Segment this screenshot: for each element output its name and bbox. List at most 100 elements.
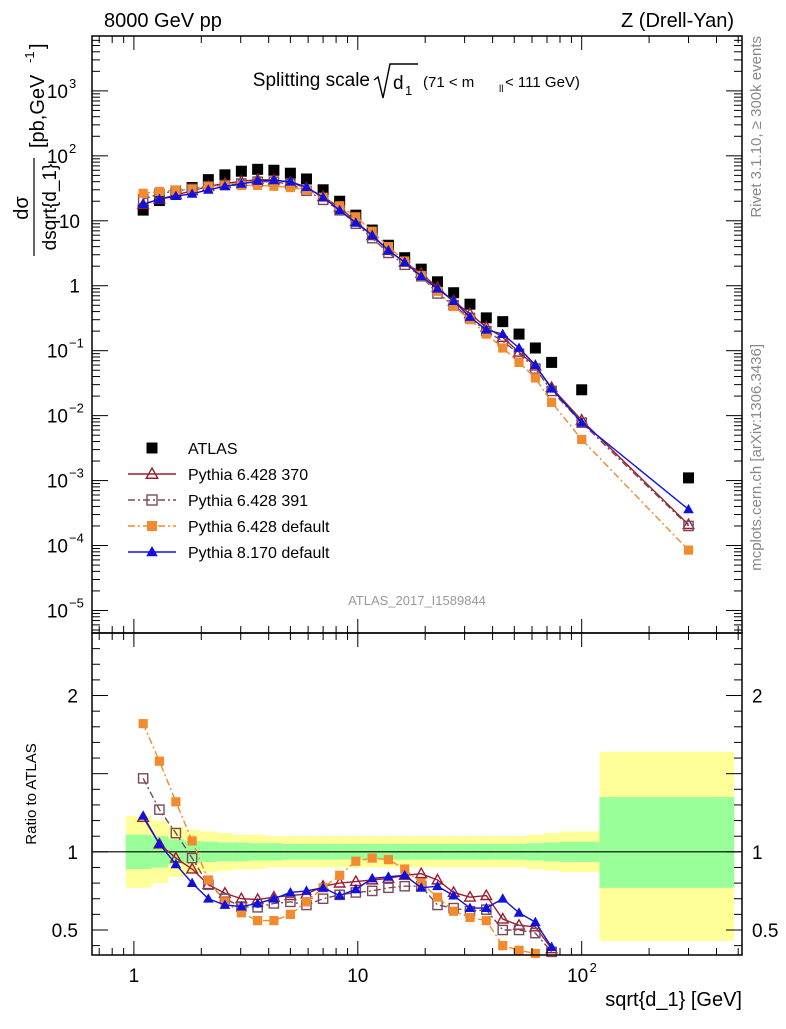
data-point: [464, 902, 476, 913]
x-tick-label: 10: [567, 966, 588, 987]
data-point: [187, 836, 197, 846]
series-pythia-8-170-default: [137, 174, 694, 514]
data-point: [138, 719, 148, 729]
ylabel-units-exp: -1: [22, 51, 37, 63]
title-sqrt-arg: d: [393, 73, 404, 94]
data-point: [268, 174, 280, 185]
y-tick-label-exponent: 2: [69, 141, 76, 156]
ratio-frame: [91, 632, 743, 956]
data-point: [498, 343, 508, 353]
data-point: [334, 204, 345, 215]
stat-uncertainty-band: [599, 797, 735, 888]
data-point: [366, 872, 378, 883]
ratio-uncertainty-bands: [125, 751, 735, 941]
data-point: [285, 176, 296, 186]
y-tick-label-exponent: −4: [69, 531, 84, 546]
title-sqrt-sub: 1: [405, 83, 412, 98]
ratio-y-ticks: 0.5 0.5 1 1 2 2: [52, 648, 778, 947]
x-tick-label: 1: [129, 966, 140, 987]
data-point: [170, 827, 182, 839]
data-point: [186, 877, 198, 888]
data-point: [497, 328, 509, 339]
data-point: [285, 896, 296, 908]
legend-item: Pythia 6.428 370: [128, 466, 308, 484]
data-point: [546, 356, 558, 368]
data-point: [317, 191, 329, 202]
x-tick-label-exponent: 2: [590, 960, 597, 975]
y-tick-label-exponent: −2: [69, 401, 84, 416]
data-point: [268, 164, 280, 176]
series-line: [142, 778, 553, 953]
legend-item: Pythia 8.170 default: [128, 545, 330, 562]
data-point: [253, 916, 263, 926]
data-point: [463, 890, 477, 902]
data-point: [530, 359, 541, 370]
data-point: [252, 175, 263, 185]
data-point: [154, 756, 165, 766]
y-tick-label: 10: [47, 601, 68, 622]
data-point: [138, 188, 148, 198]
data-point: [530, 948, 540, 959]
data-point: [577, 434, 587, 445]
data-point: [317, 882, 329, 892]
data-point: [383, 871, 394, 881]
data-point: [414, 866, 428, 879]
side-label-mcplots: mcplots.cern.ch [arXiv:1306.3436]: [748, 344, 765, 571]
data-point: [268, 893, 280, 903]
data-point: [203, 893, 214, 903]
main-ylabel: dσ dsqrt{d_1} [pb,GeV -1 ]: [11, 43, 61, 256]
data-point: [479, 888, 493, 901]
y-tick-label: 10: [47, 472, 68, 493]
data-point: [480, 312, 492, 324]
data-point: [683, 472, 695, 484]
y-tick-label-right: 0.5: [752, 921, 778, 942]
data-point: [301, 885, 312, 895]
data-point: [236, 901, 247, 911]
data-point: [400, 864, 410, 874]
main-frame: [91, 35, 743, 634]
y-tick-label-exponent: −5: [69, 595, 84, 610]
data-point: [154, 186, 165, 197]
x-tick-label: 10: [347, 966, 368, 987]
data-point: [529, 342, 541, 354]
legend-item: Pythia 6.428 391: [128, 493, 308, 510]
plot-title: Splitting scale d 1 (71 < m ll < 111 GeV…: [253, 63, 580, 99]
data-point: [547, 397, 557, 407]
y-tick-label: 10: [47, 537, 68, 558]
data-point: [350, 217, 362, 227]
data-point: [546, 941, 557, 952]
legend-label: Pythia 6.428 default: [188, 519, 330, 536]
data-point: [399, 256, 410, 267]
ylabel-units: [pb,GeV: [27, 74, 49, 148]
title-range-open: (71 < m: [423, 74, 474, 91]
data-point: [335, 870, 345, 880]
data-point: [366, 229, 378, 240]
side-label-rivet: Rivet 3.1.10, ≥ 300k events: [748, 36, 765, 218]
data-point: [334, 890, 345, 900]
data-point: [530, 916, 541, 927]
data-point: [300, 173, 312, 185]
series-pythia-8-170-default: [137, 810, 557, 952]
data-point: [285, 909, 295, 919]
data-point: [203, 875, 213, 885]
ylabel-units-close: ]: [27, 43, 49, 49]
data-point: [576, 417, 587, 427]
data-point: [683, 503, 694, 514]
data-point: [497, 924, 509, 936]
data-point: [301, 897, 312, 907]
data-point: [317, 893, 329, 905]
data-point: [269, 181, 279, 191]
data-point: [464, 311, 476, 321]
title-range-sub: ll: [499, 84, 503, 95]
data-point: [415, 882, 427, 892]
header-right: Z (Drell-Yan): [621, 10, 734, 32]
data-point: [514, 945, 524, 955]
data-point: [481, 329, 491, 339]
analysis-watermark: ATLAS_2017_I1589844: [348, 593, 486, 608]
data-point: [513, 924, 525, 936]
data-point: [383, 244, 394, 255]
data-point: [186, 852, 198, 864]
